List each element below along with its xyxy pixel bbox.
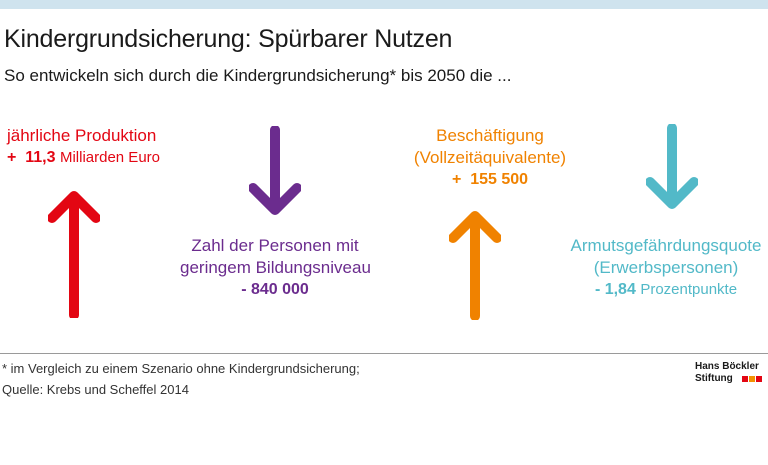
footnote: * im Vergleich zu einem Szenario ohne Ki… — [2, 361, 360, 376]
logo-line1: Hans Böckler — [695, 361, 759, 372]
logo-mark — [742, 376, 748, 382]
top-band — [0, 0, 768, 9]
production-title: jährliche Produktion — [7, 126, 157, 145]
logo-mark — [749, 376, 755, 382]
arrow-up-icon — [449, 211, 501, 320]
production-value: + 11,3 Milliarden Euro — [7, 147, 160, 169]
production-unit: Milliarden Euro — [59, 149, 160, 166]
production-number: + 11,3 — [7, 149, 56, 166]
poverty-label: Armutsgefährdungsquote (Erwerbspersonen)… — [566, 235, 766, 301]
page-subtitle: So entwickeln sich durch die Kindergrund… — [4, 66, 512, 85]
employment-value: + 155 500 — [451, 171, 529, 188]
poverty-number: - 1,84 — [594, 281, 636, 298]
employment-title-line1: Beschäftigung — [436, 126, 544, 145]
education-label: Zahl der Personen mit geringem Bildungsn… — [180, 235, 371, 301]
page-title: Kindergrundsicherung: Spürbarer Nutzen — [4, 25, 453, 53]
arrow-down-icon — [249, 126, 301, 215]
poverty-title-line1: Armutsgefährdungsquote — [570, 236, 762, 255]
production-label: jährliche Produktion + 11,3 Milliarden E… — [7, 125, 160, 169]
education-title-line2: geringem Bildungsniveau — [180, 258, 371, 277]
logo-line2: Stiftung — [695, 373, 733, 384]
education-value: - 840 000 — [241, 281, 309, 298]
arrow-down-icon — [646, 124, 698, 209]
employment-label: Beschäftigung (Vollzeitäquivalente) + 15… — [390, 125, 590, 191]
employment-title-line2: (Vollzeitäquivalente) — [413, 148, 567, 167]
source-note: Quelle: Krebs und Scheffel 2014 — [2, 382, 189, 397]
poverty-unit: Prozentpunkte — [640, 281, 738, 298]
footer-divider — [0, 353, 768, 354]
poverty-value: - 1,84 Prozentpunkte — [566, 279, 766, 301]
arrow-up-icon — [48, 191, 100, 318]
hans-boeckler-logo: Hans Böckler Stiftung — [695, 361, 765, 387]
poverty-title-line2: (Erwerbspersonen) — [593, 258, 739, 277]
logo-mark — [756, 376, 762, 382]
education-title-line1: Zahl der Personen mit — [191, 236, 359, 255]
